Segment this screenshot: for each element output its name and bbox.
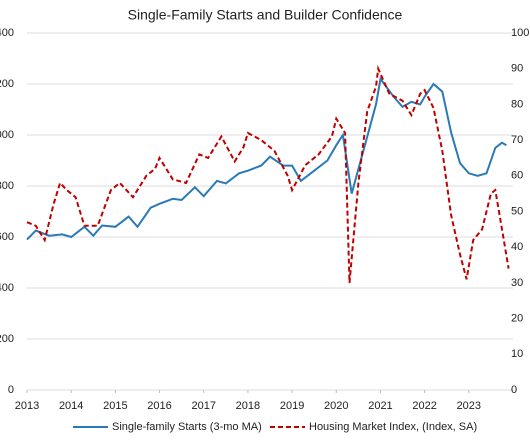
y2-tick-label: 60 bbox=[511, 170, 523, 182]
x-tick-label: 2023 bbox=[457, 400, 481, 412]
x-tick-label: 2016 bbox=[147, 400, 171, 412]
y2-tick-label: 90 bbox=[511, 63, 523, 75]
x-tick-label: 2015 bbox=[103, 400, 127, 412]
x-tick-label: 2020 bbox=[324, 400, 348, 412]
legend-label: Single-family Starts (3-mo MA) bbox=[112, 421, 262, 433]
x-tick-label: 2013 bbox=[15, 400, 39, 412]
y2-tick-label: 20 bbox=[511, 313, 523, 325]
chart-title: Single-Family Starts and Builder Confide… bbox=[128, 7, 403, 23]
series-line bbox=[26, 64, 510, 283]
x-tick-label: 2022 bbox=[412, 400, 436, 412]
x-tick-label: 2014 bbox=[59, 400, 83, 412]
y-tick-label: 0 bbox=[8, 384, 14, 396]
x-tick-label: 2021 bbox=[368, 400, 392, 412]
y2-tick-label: 10 bbox=[511, 348, 523, 360]
y-tick-label: 1000 bbox=[0, 129, 14, 141]
y2-tick-label: 80 bbox=[511, 98, 523, 110]
y-tick-label: 600 bbox=[0, 231, 14, 243]
series-line bbox=[26, 76, 507, 241]
legend-label: Housing Market Index, (Index, SA) bbox=[309, 421, 477, 433]
y2-tick-label: 40 bbox=[511, 241, 523, 253]
y2-tick-label: 0 bbox=[511, 384, 517, 396]
y-tick-label: 200 bbox=[0, 333, 14, 345]
x-tick-label: 2018 bbox=[236, 400, 260, 412]
y2-tick-label: 100 bbox=[511, 27, 529, 39]
y2-tick-label: 70 bbox=[511, 134, 523, 146]
y-tick-label: 1200 bbox=[0, 78, 14, 90]
y-tick-label: 400 bbox=[0, 282, 14, 294]
y-tick-label: 800 bbox=[0, 180, 14, 192]
y2-tick-label: 50 bbox=[511, 205, 523, 217]
y2-tick-label: 30 bbox=[511, 277, 523, 289]
y-tick-label: 1400 bbox=[0, 27, 14, 39]
x-tick-label: 2017 bbox=[191, 400, 215, 412]
x-tick-label: 2019 bbox=[280, 400, 304, 412]
